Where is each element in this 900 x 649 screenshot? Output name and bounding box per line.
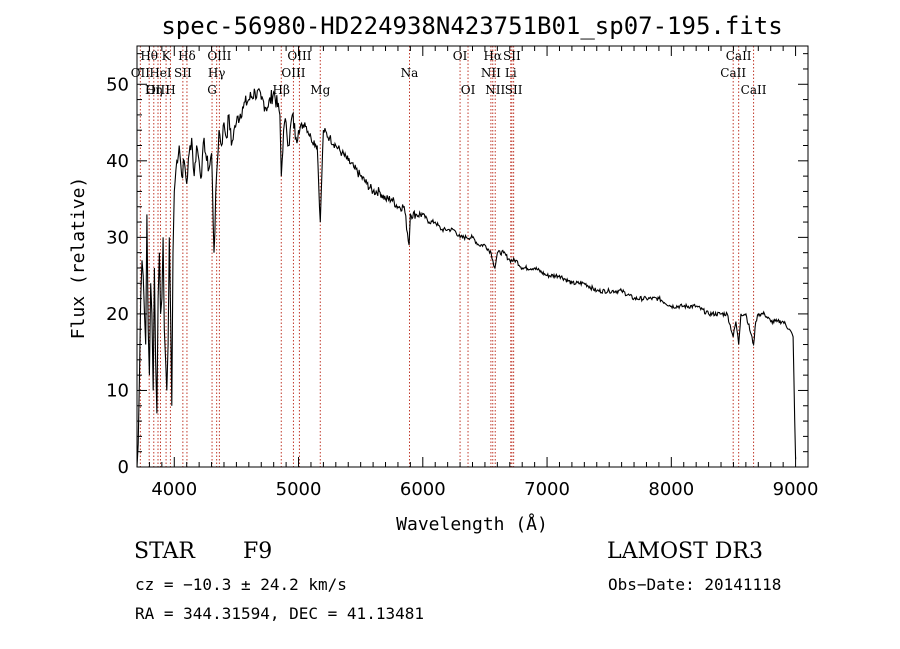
coordinates: RA = 344.31594, DEC = 41.13481 [135,604,424,623]
line-label: OIII [287,49,311,63]
survey-name: LAMOST DR3 [607,539,763,564]
y-tick-label: 40 [106,151,129,172]
spectrum-series-line [136,87,797,468]
observation-date: Obs−Date: 20141118 [608,575,782,594]
x-tick-label: 4000 [151,479,197,500]
x-tick-label: 7000 [524,479,570,500]
x-tick-label: 5000 [276,479,322,500]
x-tick-label: 9000 [773,479,819,500]
line-label: NII [485,83,505,97]
x-tick-label: 8000 [648,479,694,500]
x-axis-label: Wavelength (Å) [396,513,548,535]
line-label: K [162,49,172,63]
y-axis-label: Flux (relative) [68,177,89,340]
y-tick-label: 10 [106,380,129,401]
line-label: OII [131,66,151,80]
line-label: OI [461,83,476,97]
line-label: SII [505,83,523,97]
line-label: HeI [149,66,172,80]
line-label: Hη [145,83,163,97]
line-label: Mg [310,83,330,97]
x-tick-label: 6000 [400,479,446,500]
line-label: CaII [726,49,752,63]
y-tick-label: 0 [118,457,129,478]
line-label: Na [401,66,419,80]
line-label: OI [453,49,468,63]
line-label: OIII [207,49,231,63]
object-class: STAR [134,539,195,564]
line-label: Hθ [140,49,158,63]
line-label: SII [503,49,521,63]
spectral-subclass: F9 [243,539,273,564]
line-label: OIII [281,66,305,80]
line-label: CaII [720,66,746,80]
y-tick-label: 30 [106,227,129,248]
y-tick-label: 50 [106,74,129,95]
redshift-cz: cz = −10.3 ± 24.2 km/s [135,575,347,594]
line-label: SII [174,66,192,80]
line-label: G [207,83,217,97]
line-label: Hβ [273,83,290,97]
plot-frame [136,45,809,468]
line-label: NII [481,66,501,80]
chart-title: spec-56980-HD224938N423751B01_sp07-195.f… [161,12,782,40]
line-label: CaII [741,83,767,97]
line-label: Hδ [178,49,196,63]
line-label: Hα [483,49,502,63]
line-label: Hγ [208,66,226,80]
line-label: OIII [146,83,170,97]
line-label: H [165,83,175,97]
y-tick-label: 20 [106,304,129,325]
line-label: Li [505,66,517,80]
